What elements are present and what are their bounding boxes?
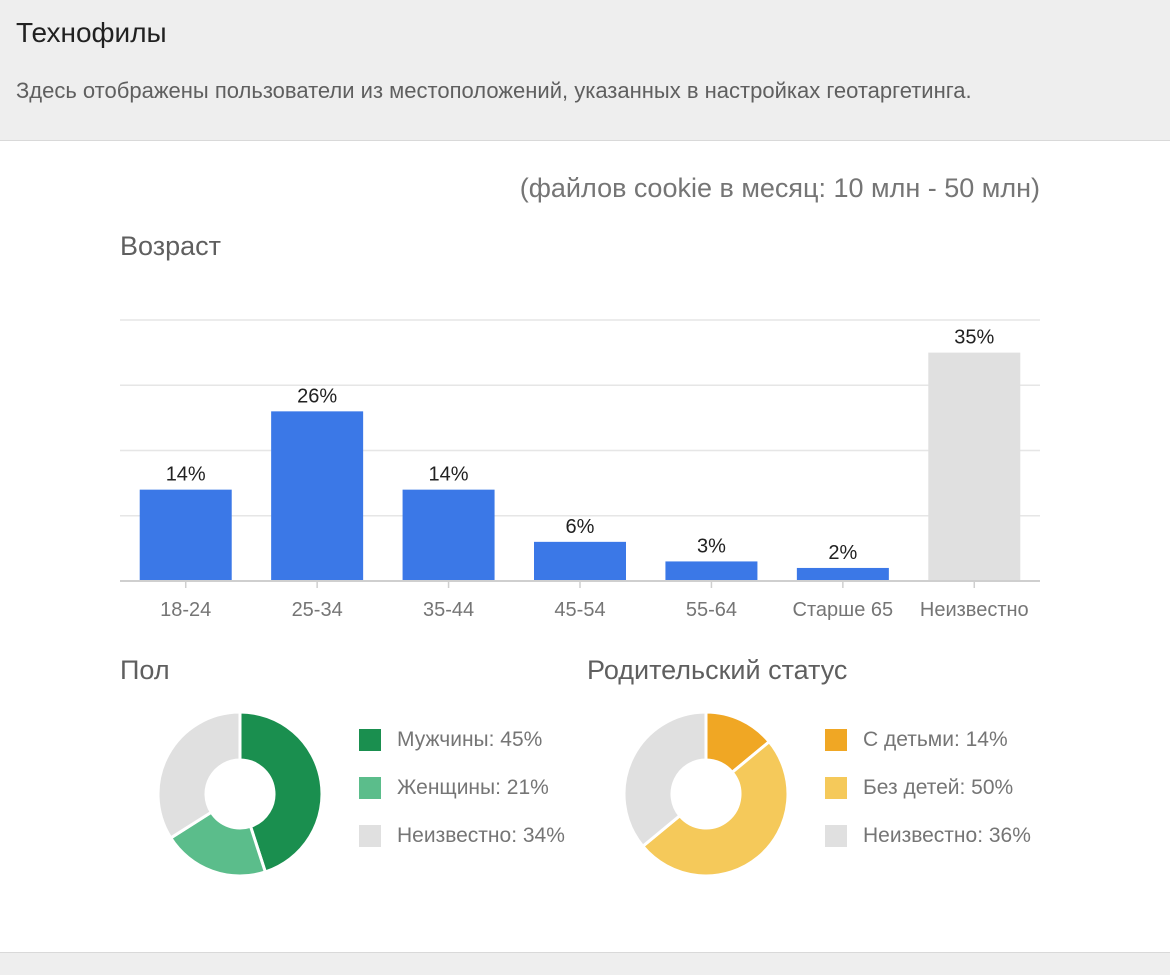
cookie-range-text: (файлов cookie в месяц: 10 млн - 50 млн) bbox=[519, 173, 1040, 203]
donut-slice[interactable] bbox=[168, 810, 268, 878]
legend-label: Мужчины: 45% bbox=[397, 728, 543, 751]
legend-label: Без детей: 50% bbox=[863, 776, 1014, 799]
bar-value-label: 35% bbox=[954, 327, 994, 349]
page-title: Технофилы bbox=[16, 17, 167, 48]
bar-value-label: 6% bbox=[566, 516, 595, 538]
legend-label: Неизвестно: 34% bbox=[397, 824, 565, 847]
x-tick-label: 35-44 bbox=[423, 599, 474, 621]
bar[interactable] bbox=[928, 352, 1021, 581]
legend-swatch-with-kids bbox=[825, 729, 847, 751]
bar[interactable] bbox=[402, 489, 495, 581]
age-bar-chart: 14% 18-24 26% 25-34 14% 35-44 6% 45-54 3% 55-64 2%… bbox=[120, 319, 1040, 621]
bar[interactable] bbox=[796, 567, 889, 581]
bar[interactable] bbox=[534, 541, 626, 581]
x-tick-label: 25-34 bbox=[292, 599, 343, 621]
donut-slice[interactable] bbox=[622, 710, 708, 849]
legend-swatch-gender-unknown bbox=[359, 825, 381, 847]
bar-value-label: 14% bbox=[166, 464, 206, 486]
page-footer bbox=[0, 952, 1170, 975]
bar[interactable] bbox=[665, 561, 758, 581]
x-tick-label: Неизвестно bbox=[920, 599, 1029, 621]
parental-donut-chart bbox=[622, 710, 790, 878]
legend-label: Неизвестно: 36% bbox=[863, 824, 1031, 847]
parental-section-title: Родительский статус bbox=[587, 655, 848, 685]
x-tick-label: 18-24 bbox=[160, 599, 211, 621]
bar[interactable] bbox=[139, 489, 232, 581]
gender-section-title: Пол bbox=[120, 655, 170, 685]
donut-slice[interactable] bbox=[238, 710, 324, 874]
page-header: Технофилы Здесь отображены пользователи … bbox=[0, 0, 1170, 141]
legend-label: Женщины: 21% bbox=[397, 776, 549, 799]
bar-value-label: 2% bbox=[828, 542, 857, 564]
donut-slice[interactable] bbox=[640, 739, 790, 878]
x-tick-label: 45-54 bbox=[554, 599, 605, 621]
bar-value-label: 14% bbox=[429, 464, 469, 486]
x-tick-label: 55-64 bbox=[686, 599, 737, 621]
legend-swatch-female bbox=[359, 777, 381, 799]
bar-value-label: 26% bbox=[297, 385, 337, 407]
legend-label: С детьми: 14% bbox=[863, 728, 1008, 751]
gender-donut-chart bbox=[156, 710, 324, 878]
legend-swatch-male bbox=[359, 729, 381, 751]
bar-value-label: 3% bbox=[697, 535, 726, 557]
age-section-title: Возраст bbox=[120, 231, 221, 261]
x-tick-label: Старше 65 bbox=[793, 599, 894, 621]
legend-swatch-no-kids bbox=[825, 777, 847, 799]
bar[interactable] bbox=[271, 411, 364, 581]
legend-swatch-parental-unknown bbox=[825, 825, 847, 847]
donut-slice[interactable] bbox=[156, 710, 242, 841]
page-subtitle: Здесь отображены пользователи из местопо… bbox=[16, 78, 972, 103]
